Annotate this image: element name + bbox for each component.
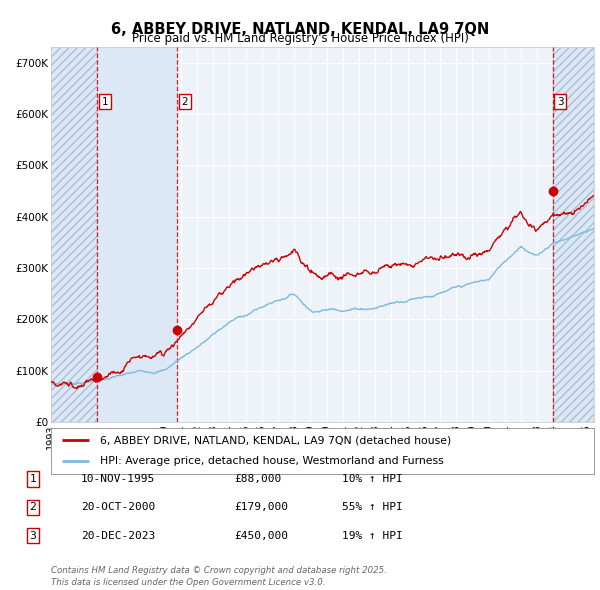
- Text: HPI: Average price, detached house, Westmorland and Furness: HPI: Average price, detached house, West…: [100, 456, 443, 466]
- Bar: [51, 47, 97, 422]
- Bar: [97, 47, 178, 422]
- Bar: [553, 47, 594, 422]
- Text: £179,000: £179,000: [234, 503, 288, 512]
- Text: £450,000: £450,000: [234, 531, 288, 540]
- Text: 19% ↑ HPI: 19% ↑ HPI: [342, 531, 403, 540]
- Text: 10-NOV-1995: 10-NOV-1995: [81, 474, 155, 484]
- Text: 1: 1: [29, 474, 37, 484]
- Text: 6, ABBEY DRIVE, NATLAND, KENDAL, LA9 7QN (detached house): 6, ABBEY DRIVE, NATLAND, KENDAL, LA9 7QN…: [100, 435, 451, 445]
- Text: £88,000: £88,000: [234, 474, 281, 484]
- Text: 6, ABBEY DRIVE, NATLAND, KENDAL, LA9 7QN: 6, ABBEY DRIVE, NATLAND, KENDAL, LA9 7QN: [111, 22, 489, 37]
- Text: Price paid vs. HM Land Registry's House Price Index (HPI): Price paid vs. HM Land Registry's House …: [131, 32, 469, 45]
- Text: 3: 3: [557, 97, 563, 107]
- Text: Contains HM Land Registry data © Crown copyright and database right 2025.
This d: Contains HM Land Registry data © Crown c…: [51, 566, 387, 587]
- Text: 2: 2: [29, 503, 37, 512]
- Text: 20-OCT-2000: 20-OCT-2000: [81, 503, 155, 512]
- Text: 20-DEC-2023: 20-DEC-2023: [81, 531, 155, 540]
- Text: 2: 2: [181, 97, 188, 107]
- Text: 10% ↑ HPI: 10% ↑ HPI: [342, 474, 403, 484]
- Text: 55% ↑ HPI: 55% ↑ HPI: [342, 503, 403, 512]
- Text: 1: 1: [101, 97, 108, 107]
- Text: 3: 3: [29, 531, 37, 540]
